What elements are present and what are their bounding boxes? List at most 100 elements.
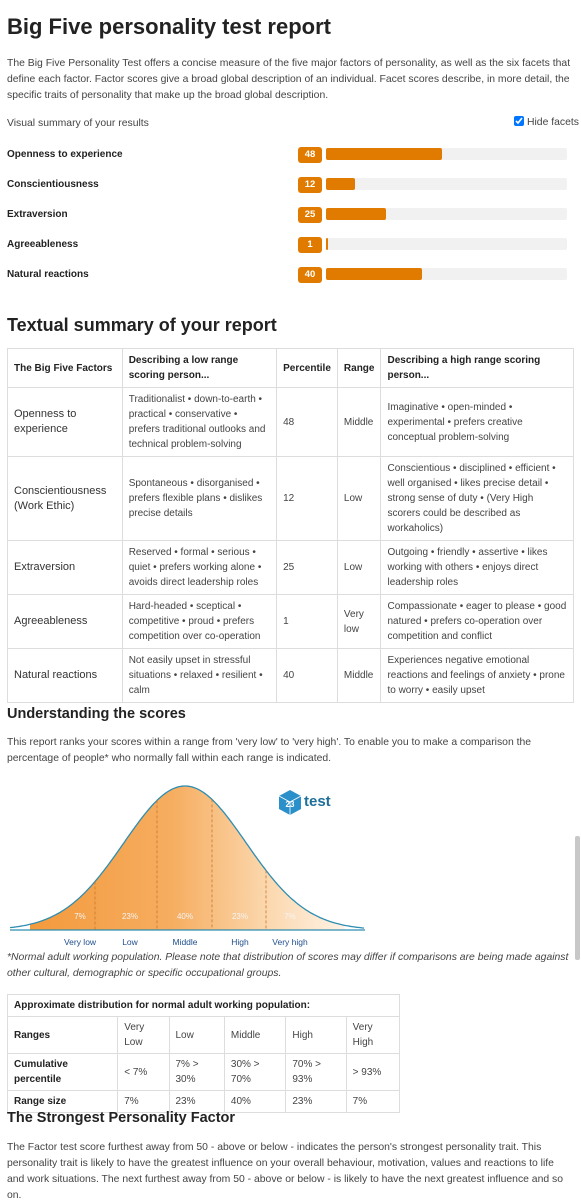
table-cell: Middle — [336, 387, 382, 457]
hide-facets-toggle[interactable]: Hide facets — [514, 116, 579, 128]
bar-track — [326, 148, 567, 160]
logo: 23 test — [278, 790, 331, 815]
score-badge: 40 — [298, 267, 322, 283]
table-cell: 7% — [345, 1090, 401, 1113]
logo-text: test — [304, 793, 331, 810]
table-cell: Conscientiousness (Work Ethic) — [7, 456, 123, 541]
table-cell: Very High — [345, 1016, 401, 1054]
table-cell: Very low — [336, 594, 382, 649]
checkbox[interactable] — [514, 116, 524, 126]
table-cell: Low — [168, 1016, 225, 1054]
table-cell: > 93% — [345, 1053, 401, 1091]
table-row: Ranges Very Low Low Middle High Very High — [6, 1016, 401, 1054]
title-row: Approximate distribution for normal adul… — [7, 994, 400, 1017]
segment-percent: 23% — [232, 912, 248, 921]
table-cell: Not easily upset in stressful situations… — [121, 648, 278, 703]
distribution-table: Approximate distribution for normal adul… — [6, 994, 401, 1113]
segment-percent: 23% — [122, 912, 138, 921]
summary-table: The Big Five Factors Describing a low ran… — [7, 348, 574, 703]
bar — [326, 208, 387, 220]
table-row: Conscientiousness (Work Ethic) Spontaneou… — [7, 456, 574, 541]
table-cell: 25 — [276, 540, 338, 595]
logo-edge — [278, 795, 302, 815]
table-cell: Reserved • formal • serious • quiet • pr… — [121, 540, 278, 595]
scrollbar[interactable] — [575, 836, 580, 960]
section-title: Textual summary of your report — [7, 315, 277, 335]
bar — [326, 148, 442, 160]
table-row: Cumulative percentile < 7% 7% > 30% 30% > 7… — [6, 1053, 401, 1091]
table-cell: 40 — [276, 648, 338, 703]
bar — [326, 268, 423, 280]
table-cell: 48 — [276, 387, 338, 457]
table-row: Openness to experience Traditionalist • d… — [7, 387, 574, 457]
table-row: Range size 7% 23% 40% 23% 7% — [6, 1090, 401, 1113]
factor-name: Agreeableness — [7, 239, 79, 250]
bell-curve: 23 test 7% Very low 23% Low 40% Middle 23% High… — [9, 785, 365, 947]
table-title: Approximate distribution for normal adul… — [7, 994, 400, 1017]
header-row: The Big Five Factors Describing a low ran… — [7, 348, 574, 388]
table-cell: Middle — [223, 1016, 287, 1054]
table-row: Extraversion Reserved • formal • serious … — [7, 540, 574, 595]
segment-percent: 7% — [284, 912, 296, 921]
bar-track — [326, 238, 567, 250]
table-cell: Imaginative • open-minded • experimental… — [380, 387, 574, 457]
intro-text: The Big Five Personality Test offers a c… — [7, 58, 571, 101]
column-header: The Big Five Factors — [7, 348, 123, 388]
factor-name: Natural reactions — [7, 269, 89, 280]
segment-label: Low — [122, 937, 138, 947]
table-cell: Natural reactions — [7, 648, 123, 703]
bar — [326, 178, 355, 190]
section-title: Understanding the scores — [7, 706, 186, 722]
bar — [326, 238, 329, 250]
column-header: Percentile — [276, 348, 338, 388]
page-title: Big Five personality test report — [7, 14, 331, 39]
table-cell: Low — [336, 456, 382, 541]
table-cell: 1 — [276, 594, 338, 649]
table-cell: 70% > 93% — [285, 1053, 347, 1091]
curve-line — [9, 785, 365, 929]
table-cell: Traditionalist • down-to-earth • practic… — [121, 387, 278, 457]
note-text: *Normal adult working population. Please… — [7, 952, 569, 979]
segment-label: High — [231, 937, 249, 947]
table-cell: 40% — [223, 1090, 287, 1113]
table-cell: Low — [336, 540, 382, 595]
table-cell: Spontaneous • disorganised • prefers fle… — [121, 456, 278, 541]
column-header: Describing a high range scoring person..… — [380, 348, 574, 388]
factor-name: Openness to experience — [7, 149, 123, 160]
bar-track — [326, 178, 567, 190]
toggle-label: Hide facets — [527, 117, 579, 128]
segment-label: Very low — [64, 937, 97, 947]
table-cell: Agreeableness — [7, 594, 123, 649]
score-badge: 25 — [298, 207, 322, 223]
table-cell: < 7% — [117, 1053, 170, 1091]
segment-label: Middle — [172, 937, 197, 947]
visual-summary-label: Visual summary of your results — [7, 118, 149, 129]
factor-name: Extraversion — [7, 209, 68, 220]
table-cell: High — [285, 1016, 347, 1054]
curve-area — [30, 786, 345, 930]
table-cell: Openness to experience — [7, 387, 123, 457]
table-cell: Very Low — [117, 1016, 170, 1054]
section-title: The Strongest Personality Factor — [7, 1110, 236, 1126]
table-row: Natural reactions Not easily upset in str… — [7, 648, 574, 703]
table-cell: Hard-headed • sceptical • competitive • … — [121, 594, 278, 649]
table-cell: 12 — [276, 456, 338, 541]
table-cell: 7% > 30% — [168, 1053, 225, 1091]
column-header: Range — [336, 348, 382, 388]
table-cell: 30% > 70% — [223, 1053, 287, 1091]
table-row: Agreeableness Hard-headed • sceptical • c… — [7, 594, 574, 649]
factor-name: Conscientiousness — [7, 179, 99, 190]
table-cell: Extraversion — [7, 540, 123, 595]
table-cell: Outgoing • friendly • assertive • likes … — [380, 540, 574, 595]
table-cell: Conscientious • disciplined • efficient … — [380, 456, 574, 541]
strongest-text: The Factor test score furthest away from… — [7, 1142, 564, 1201]
score-badge: 12 — [298, 177, 322, 193]
column-header: Describing a low range scoring person... — [121, 348, 278, 388]
table-cell: Experiences negative emotional reactions… — [380, 648, 574, 703]
score-badge: 48 — [298, 147, 322, 163]
understanding-text: This report ranks your scores within a r… — [7, 737, 532, 764]
table-cell: Ranges — [6, 1016, 119, 1054]
table-cell: 23% — [285, 1090, 347, 1113]
table-cell: Compassionate • eager to please • good n… — [380, 594, 574, 649]
